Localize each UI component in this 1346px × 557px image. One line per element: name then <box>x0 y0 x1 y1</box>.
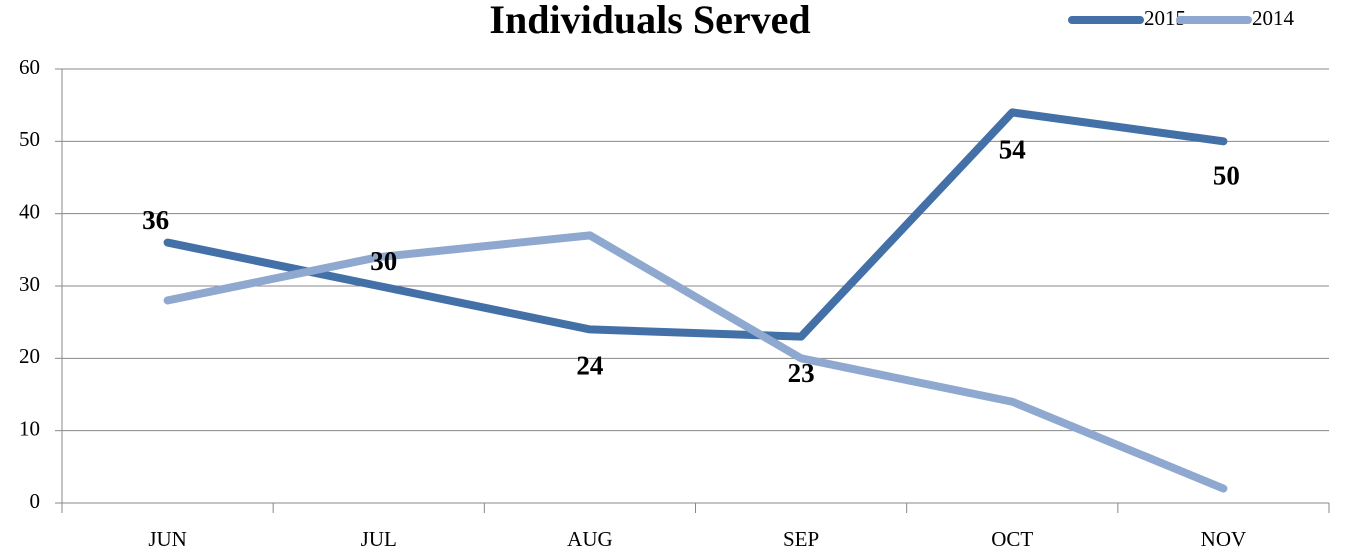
data-label: 54 <box>999 135 1026 165</box>
y-tick-label: 40 <box>19 199 40 223</box>
y-tick-label: 0 <box>30 489 41 513</box>
series-line <box>163 231 1228 493</box>
x-tick-label: AUG <box>567 527 613 551</box>
x-tick-label: SEP <box>783 527 819 551</box>
data-label: 50 <box>1213 161 1240 191</box>
data-label: 23 <box>788 358 815 388</box>
y-tick-label: 20 <box>19 344 40 368</box>
x-tick-label: NOV <box>1201 527 1247 551</box>
y-tick-label: 60 <box>19 55 40 79</box>
x-tick-label: JUN <box>148 527 187 551</box>
data-label: 36 <box>142 205 169 235</box>
series-line <box>163 108 1228 341</box>
legend-label: 2014 <box>1252 6 1295 30</box>
chart-title: Individuals Served <box>489 0 810 42</box>
x-tick-label: OCT <box>991 527 1033 551</box>
data-label: 24 <box>576 351 603 381</box>
y-tick-label: 10 <box>19 416 40 440</box>
y-tick-label: 30 <box>19 272 40 296</box>
data-label: 30 <box>370 246 397 276</box>
x-tick-label: JUL <box>361 527 397 551</box>
y-tick-label: 50 <box>19 127 40 151</box>
